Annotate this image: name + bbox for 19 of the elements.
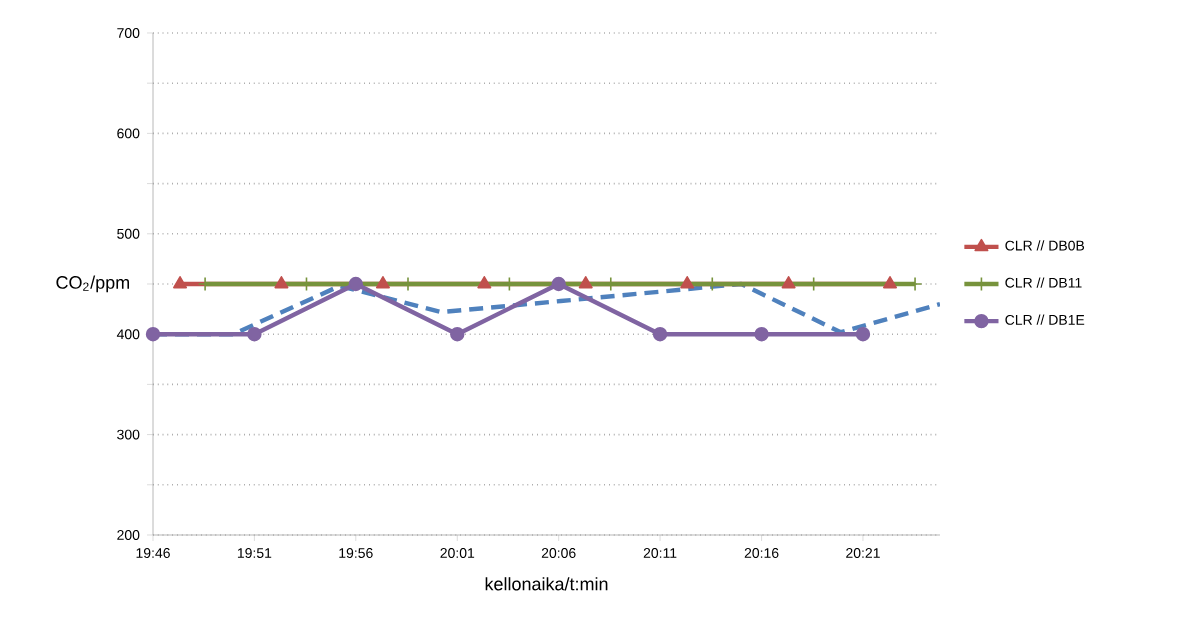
y-tick-label: 200: [117, 530, 140, 540]
x-tick-label: 20:11: [643, 548, 677, 558]
x-tick-label: 19:46: [136, 548, 170, 558]
y-tick-label: 500: [117, 228, 140, 239]
y-tick-label: 700: [117, 28, 140, 38]
x-tick-label: 19:51: [237, 548, 272, 558]
y-tick-label: 600: [117, 128, 140, 139]
x-tick-label: 20:21: [846, 548, 880, 558]
y-axis-title: CO$_{2}$/ppm: [56, 275, 129, 293]
x-tick-label: 20:06: [541, 548, 576, 558]
y-tick-label: 400: [116, 329, 140, 340]
x-axis-title: kellonaika/t:min: [485, 577, 608, 591]
legend-label: CLR // DB11: [1005, 277, 1082, 288]
y-tick-label: 300: [117, 429, 140, 440]
x-tick-label: 20:16: [744, 548, 779, 558]
x-tick-label: 20:01: [440, 548, 475, 558]
x-tick-label: 19:56: [339, 548, 373, 558]
legend-label: CLR // DB0B: [1005, 240, 1085, 251]
legend-label: CLR // DB1E: [1005, 314, 1085, 325]
